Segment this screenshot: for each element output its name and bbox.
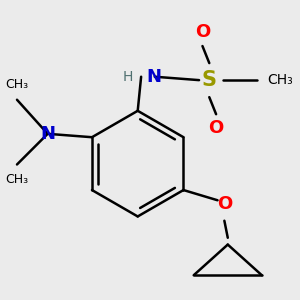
Text: CH₃: CH₃ xyxy=(5,173,28,186)
Text: O: O xyxy=(208,119,224,137)
Text: S: S xyxy=(202,70,217,90)
Text: H: H xyxy=(122,70,133,84)
Text: O: O xyxy=(195,23,210,41)
Text: O: O xyxy=(217,195,232,213)
Text: N: N xyxy=(146,68,161,86)
Text: CH₃: CH₃ xyxy=(5,78,28,91)
Text: CH₃: CH₃ xyxy=(267,73,293,87)
Text: N: N xyxy=(40,125,55,143)
